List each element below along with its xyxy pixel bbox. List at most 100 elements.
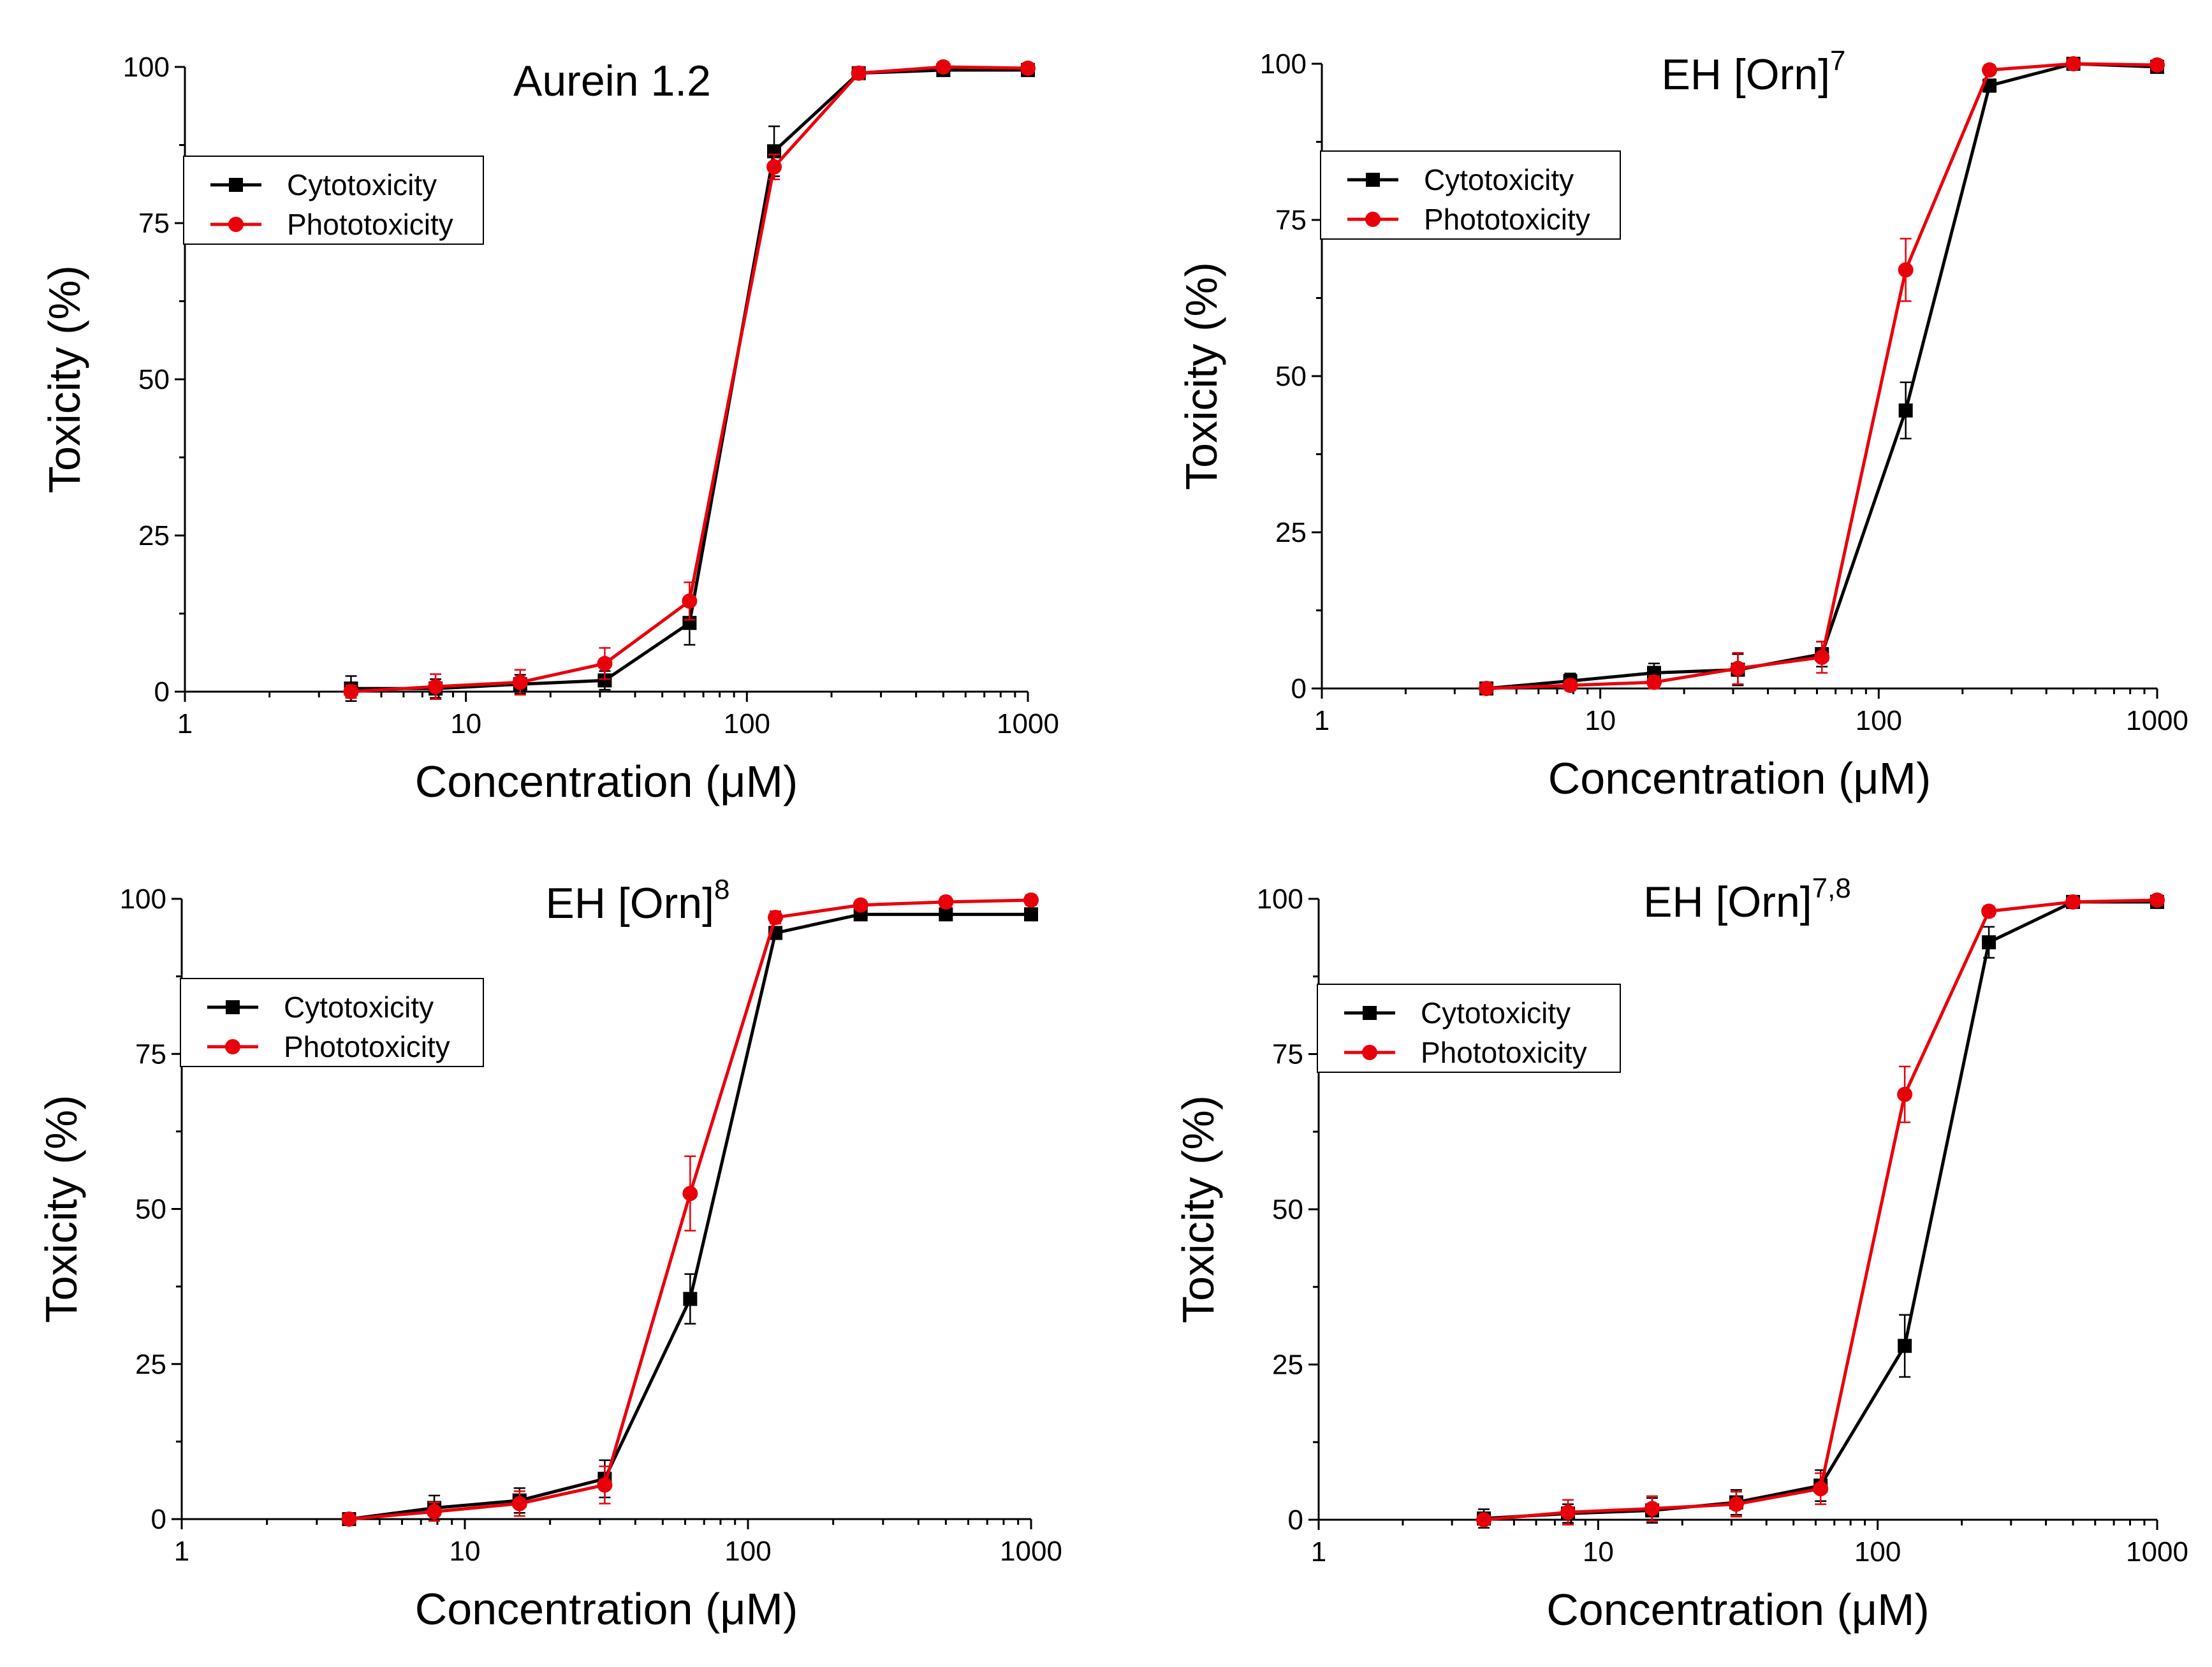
y-tick-label: 25 — [138, 520, 170, 551]
y-axis-title: Toxicity (%) — [36, 1095, 86, 1323]
x-tick-label: 100 — [724, 708, 770, 739]
y-axis-title: Toxicity (%) — [1176, 262, 1226, 490]
data-point — [1897, 1086, 1913, 1102]
data-point — [1898, 1339, 1912, 1353]
y-tick-label: 50 — [1275, 361, 1307, 392]
data-point — [939, 907, 953, 922]
x-tick-label: 1000 — [997, 708, 1059, 739]
y-tick-label: 100 — [1257, 884, 1303, 915]
data-point — [766, 159, 782, 175]
panel-title-main: EH [Orn] — [1643, 878, 1812, 926]
x-tick-label: 1000 — [2126, 1536, 2188, 1568]
data-point — [682, 593, 698, 609]
x-tick-label: 10 — [1585, 705, 1616, 736]
data-point — [1814, 650, 1830, 665]
data-point — [1646, 674, 1662, 690]
x-tick-label: 10 — [450, 1536, 481, 1567]
data-point — [2065, 56, 2081, 71]
y-tick-label: 75 — [1272, 1039, 1303, 1070]
y-tick-label: 50 — [135, 1194, 166, 1225]
data-point — [1730, 660, 1746, 676]
legend-marker — [225, 1039, 240, 1054]
data-point — [1023, 892, 1039, 908]
x-axis-title: Concentration (μM) — [1546, 1585, 1930, 1634]
data-point — [341, 1511, 357, 1527]
data-point — [512, 674, 528, 690]
x-axis-title: Concentration (μM) — [415, 757, 798, 806]
panel-title: EH [Orn]7 — [1662, 45, 1846, 99]
data-point — [1560, 1504, 1576, 1520]
y-tick-label: 75 — [135, 1038, 166, 1070]
legend: Cytotoxicity Phototoxicity — [180, 978, 484, 1067]
data-point — [1982, 935, 1996, 950]
panel-title: EH [Orn]8 — [546, 874, 730, 928]
x-tick-label: 10 — [450, 708, 481, 739]
x-tick-label: 1 — [174, 1536, 189, 1567]
legend: Cytotoxicity Phototoxicity — [1317, 984, 1621, 1073]
y-tick-label: 25 — [1272, 1350, 1303, 1381]
legend-marker — [1362, 1045, 1377, 1060]
data-point — [1728, 1496, 1744, 1512]
data-point — [2065, 894, 2081, 910]
legend-marker — [1365, 212, 1381, 227]
panel-title-main: EH [Orn] — [546, 879, 715, 928]
x-tick-label: 100 — [724, 1536, 771, 1567]
chart-panel-2: 0 25 50 75 100 1 10 100 1000 Concentration (μM) To… — [1176, 45, 2188, 803]
panel-title: Aurein 1.2 — [513, 57, 711, 105]
x-tick-label: 1 — [1311, 1536, 1326, 1568]
legend: Cytotoxicity Phototoxicity — [1320, 150, 1621, 240]
data-point — [597, 1477, 613, 1493]
data-point — [1020, 60, 1036, 76]
data-point — [511, 1496, 527, 1511]
chart-panel-3: 0 25 50 75 100 1 10 100 1000 Concentration (μM) To… — [36, 874, 1062, 1634]
x-tick-label: 100 — [1856, 705, 1902, 736]
legend-label: Phototoxicity — [287, 208, 453, 241]
data-point — [427, 1504, 443, 1520]
legend-label: Cytotoxicity — [1421, 996, 1571, 1030]
panel-title-superscript: 7,8 — [1812, 873, 1851, 904]
y-tick-label: 0 — [1288, 1504, 1303, 1536]
data-point — [597, 673, 612, 688]
series-phototoxicity — [1479, 56, 2165, 696]
x-tick-label: 1000 — [1000, 1536, 1062, 1567]
data-point — [1476, 1512, 1492, 1527]
y-axis-title: Toxicity (%) — [40, 265, 89, 493]
panel-title-main: Aurein 1.2 — [513, 57, 711, 105]
x-axis-title: Concentration (μM) — [1548, 753, 1931, 803]
y-axis-title: Toxicity (%) — [1173, 1095, 1223, 1323]
data-point — [682, 1186, 698, 1202]
y-tick-label: 0 — [154, 676, 170, 708]
data-point — [1898, 262, 1914, 278]
data-point — [343, 684, 359, 699]
chart-panel-1: 0 25 50 75 100 1 10 100 1000 Concentration (μM) To… — [40, 52, 1059, 806]
data-point — [1813, 1481, 1829, 1497]
x-tick-label: 1 — [177, 708, 193, 739]
x-tick-label: 10 — [1583, 1536, 1614, 1568]
chart-panel-4: 0 25 50 75 100 1 10 100 1000 Concentration (μM) To… — [1173, 873, 2188, 1634]
panel-title-superscript: 7 — [1830, 45, 1845, 76]
legend-marker — [228, 217, 244, 232]
panel-title-superscript: 8 — [714, 874, 729, 905]
y-tick-label: 25 — [1275, 517, 1307, 548]
data-point — [683, 1292, 698, 1306]
data-point — [2150, 892, 2165, 908]
legend-label: Phototoxicity — [1424, 203, 1590, 236]
legend-label: Phototoxicity — [284, 1030, 450, 1063]
legend-label: Cytotoxicity — [284, 991, 434, 1024]
y-tick-label: 75 — [138, 208, 170, 239]
y-tick-label: 50 — [1272, 1194, 1303, 1225]
legend: Cytotoxicity Phototoxicity — [183, 156, 484, 245]
series-phototoxicity — [341, 892, 1039, 1527]
data-point — [1024, 907, 1038, 922]
x-tick-label: 1 — [1314, 705, 1329, 736]
legend-marker — [226, 1000, 240, 1014]
legend-label: Cytotoxicity — [1424, 163, 1574, 196]
data-point — [597, 655, 613, 671]
y-tick-label: 100 — [123, 52, 170, 83]
legend-label: Phototoxicity — [1421, 1036, 1587, 1069]
data-point — [768, 910, 784, 926]
data-point — [1982, 62, 1998, 78]
data-point — [853, 897, 868, 913]
y-tick-label: 0 — [151, 1504, 166, 1535]
